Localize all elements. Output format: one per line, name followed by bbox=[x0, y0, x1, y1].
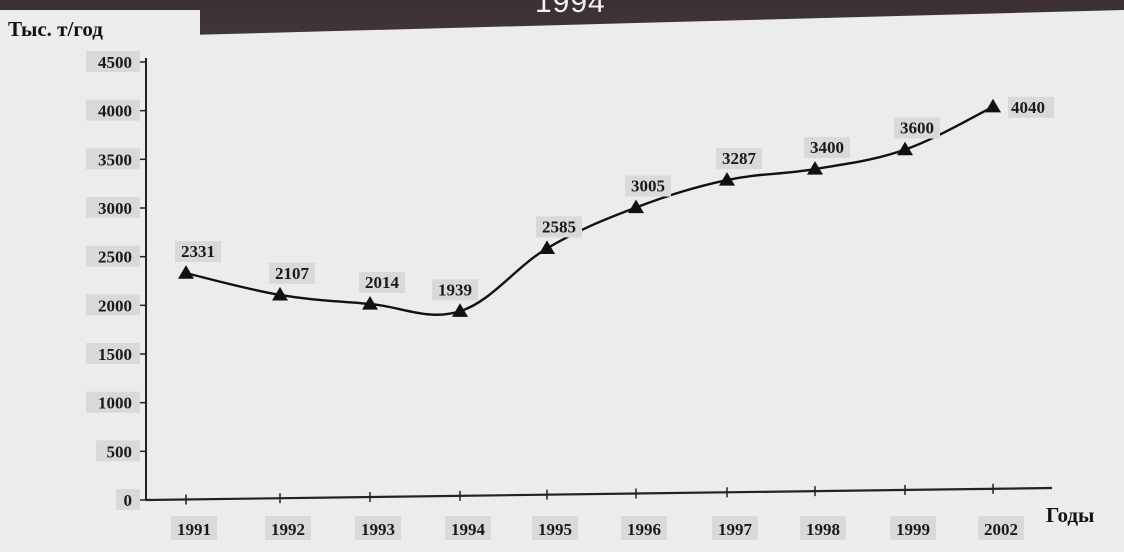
data-label: 2585 bbox=[542, 217, 576, 236]
x-tick-box bbox=[532, 516, 578, 540]
x-tick-box bbox=[800, 516, 846, 540]
data-label: 3287 bbox=[722, 149, 757, 168]
y-tick-box bbox=[86, 294, 140, 316]
x-tick-box bbox=[621, 516, 667, 540]
data-label: 2331 bbox=[181, 242, 215, 261]
y-tick-box bbox=[86, 197, 140, 218]
y-tick-box bbox=[116, 489, 140, 510]
x-tick-box bbox=[978, 516, 1024, 540]
data-label: 2014 bbox=[365, 273, 400, 292]
x-tick-label: 1993 bbox=[361, 520, 395, 539]
y-axis-title: Тыс. т/год bbox=[8, 17, 103, 41]
x-tick-label: 1995 bbox=[538, 520, 572, 539]
x-tick-label: 1991 bbox=[177, 520, 211, 539]
y-tick-box bbox=[86, 99, 140, 121]
data-point-marker bbox=[272, 286, 288, 301]
x-tick-label: 2002 bbox=[984, 520, 1018, 539]
y-tick-box bbox=[86, 245, 140, 267]
data-label-box bbox=[716, 148, 762, 170]
background-title-fragment: 1994 bbox=[535, 0, 606, 19]
data-label-box bbox=[625, 175, 671, 197]
x-tick-box bbox=[445, 516, 491, 540]
y-tick-box bbox=[86, 148, 140, 170]
y-tick-box bbox=[86, 391, 140, 413]
data-label-box bbox=[536, 216, 582, 238]
x-tick-box bbox=[890, 516, 936, 540]
data-label-box bbox=[269, 262, 315, 284]
data-label: 2107 bbox=[275, 264, 310, 283]
data-label-box bbox=[894, 117, 940, 139]
chart-paper-left bbox=[0, 10, 200, 50]
data-label-box bbox=[175, 241, 221, 263]
y-tick-label: 1500 bbox=[98, 345, 132, 364]
y-tick-label: 4500 bbox=[98, 53, 132, 72]
data-label: 1939 bbox=[438, 280, 472, 299]
data-label-box bbox=[804, 137, 850, 159]
x-tick-box bbox=[171, 516, 217, 540]
x-tick-label: 1994 bbox=[451, 520, 486, 539]
y-tick-label: 3500 bbox=[98, 150, 132, 169]
y-tick-box bbox=[96, 440, 140, 462]
y-tick-label: 500 bbox=[107, 442, 133, 461]
x-tick-label: 1999 bbox=[896, 520, 930, 539]
y-tick-label: 4000 bbox=[98, 102, 132, 121]
data-point-marker bbox=[452, 303, 468, 317]
data-point-marker bbox=[362, 295, 378, 310]
x-tick-label: 1998 bbox=[806, 520, 840, 539]
data-label: 4040 bbox=[1011, 98, 1045, 117]
y-tick-label: 2000 bbox=[98, 296, 132, 315]
x-tick-box bbox=[265, 516, 311, 540]
data-point-marker bbox=[807, 161, 823, 175]
x-axis-title: Годы bbox=[1046, 503, 1094, 527]
y-tick-label: 0 bbox=[124, 491, 133, 510]
data-label-box bbox=[432, 279, 478, 301]
data-label-box bbox=[359, 271, 405, 293]
y-tick-label: 3000 bbox=[98, 199, 132, 218]
y-tick-label: 1000 bbox=[98, 394, 132, 413]
x-tick-label: 1992 bbox=[271, 520, 305, 539]
y-tick-label: 2500 bbox=[98, 248, 132, 267]
data-label: 3400 bbox=[810, 138, 844, 157]
x-tick-label: 1997 bbox=[718, 520, 753, 539]
data-label: 3600 bbox=[900, 119, 934, 138]
x-tick-box bbox=[712, 516, 758, 540]
data-label: 3005 bbox=[631, 177, 665, 196]
x-axis-line bbox=[145, 486, 1053, 502]
data-point-marker bbox=[985, 98, 1001, 113]
series-line bbox=[185, 105, 994, 316]
data-point-marker bbox=[897, 141, 913, 156]
y-tick-box bbox=[86, 51, 140, 72]
data-point-marker bbox=[719, 172, 735, 186]
data-label-box bbox=[1008, 96, 1054, 118]
chart-paper bbox=[0, 10, 1124, 552]
data-point-marker bbox=[178, 265, 194, 279]
x-tick-box bbox=[355, 516, 401, 540]
x-tick-label: 1996 bbox=[627, 520, 661, 539]
data-point-marker bbox=[539, 240, 555, 254]
data-point-marker bbox=[628, 199, 644, 214]
y-tick-box bbox=[86, 343, 140, 364]
